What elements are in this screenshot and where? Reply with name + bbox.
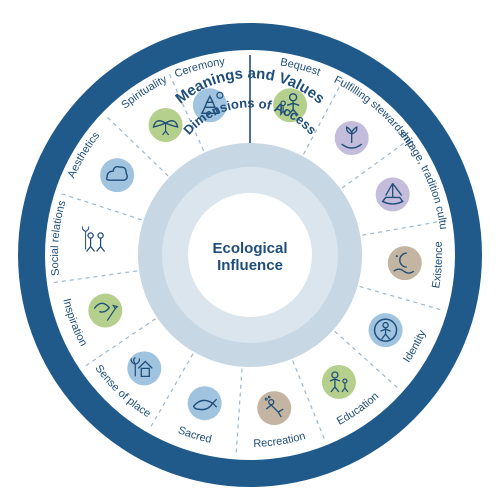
moon-waves-icon (388, 246, 422, 280)
hut-palm-icon (127, 351, 161, 385)
clouds-icon (100, 158, 134, 192)
hands-plant-icon (335, 121, 369, 155)
person-ring-icon (369, 313, 403, 347)
core-label-2: Influence (217, 257, 283, 274)
two-people-icon (79, 224, 113, 258)
whale-icon (188, 386, 222, 420)
wheel-svg: CeremonyBequestFulfilling stewardshipHer… (0, 0, 500, 500)
parent-child-icon (322, 365, 356, 399)
bird-icon (149, 108, 183, 142)
diver-icon (257, 391, 291, 425)
wave-brush-icon (88, 294, 122, 328)
core-label-1: Ecological (212, 240, 287, 257)
sailboat-icon (376, 177, 410, 211)
cultural-ecosystem-wheel: { "diagram": { "type": "radial-wheel", "… (0, 0, 500, 500)
